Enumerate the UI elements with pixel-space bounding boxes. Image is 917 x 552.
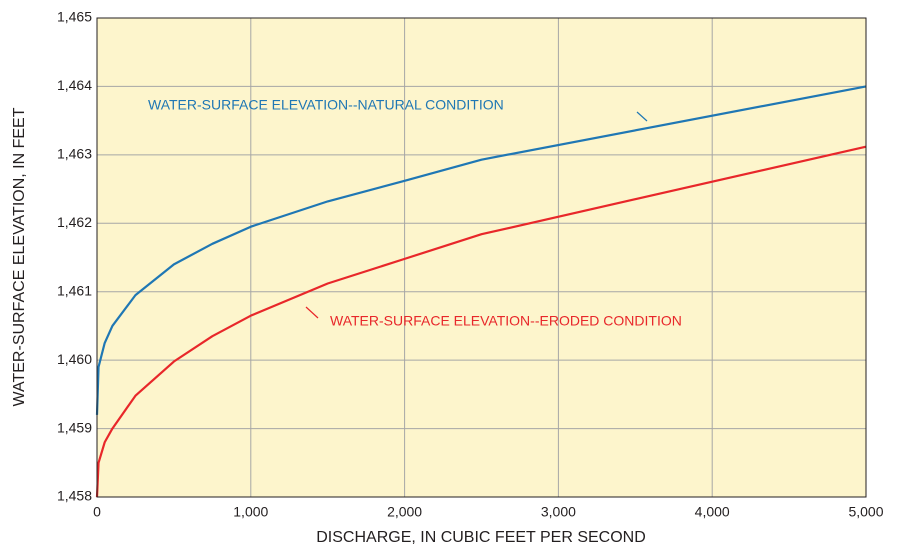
y-tick-label: 1,460	[57, 351, 92, 367]
plot-background	[97, 18, 866, 497]
y-tick-label: 1,465	[57, 9, 92, 25]
x-tick-label: 3,000	[541, 504, 576, 520]
y-tick-label: 1,459	[57, 419, 92, 435]
data-line	[95, 85, 867, 415]
y-tick-label: 1,461	[57, 282, 92, 298]
y-axis-label: WATER-SURFACE ELEVATION, IN FEET	[11, 107, 28, 406]
data-line	[95, 145, 867, 498]
x-tick-label: 2,000	[387, 504, 422, 520]
x-tick-label: 4,000	[695, 504, 730, 520]
x-tick-label: 1,000	[233, 504, 268, 520]
y-tick-label: 1,464	[57, 77, 92, 93]
y-tick-label: 1,463	[57, 146, 92, 162]
x-tick-label: 0	[93, 504, 101, 520]
plot-frame	[96, 17, 867, 498]
series-label: WATER-SURFACE ELEVATION--NATURAL CONDITI…	[148, 97, 504, 113]
series-label: WATER-SURFACE ELEVATION--ERODED CONDITIO…	[330, 313, 682, 329]
leader-line	[636, 111, 648, 122]
x-axis-label: DISCHARGE, IN CUBIC FEET PER SECOND	[316, 529, 646, 546]
y-tick-label: 1,458	[57, 488, 92, 504]
x-tick-label: 5,000	[848, 504, 883, 520]
y-tick-label: 1,462	[57, 214, 92, 230]
leader-line	[305, 306, 319, 319]
lines	[95, 85, 867, 498]
